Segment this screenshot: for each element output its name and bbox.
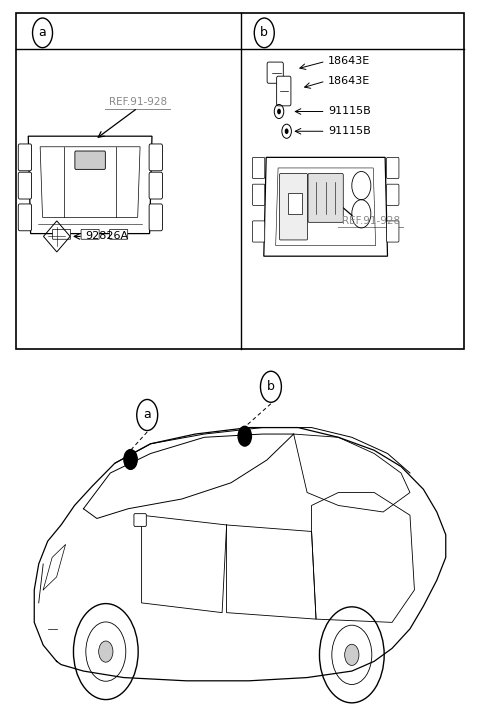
FancyBboxPatch shape	[267, 62, 283, 83]
FancyBboxPatch shape	[149, 144, 162, 171]
FancyBboxPatch shape	[386, 184, 399, 205]
FancyBboxPatch shape	[386, 158, 399, 178]
FancyBboxPatch shape	[279, 174, 308, 240]
FancyBboxPatch shape	[276, 76, 291, 106]
Text: 18643E: 18643E	[328, 76, 370, 86]
Circle shape	[238, 426, 252, 446]
Bar	[16, 13, 464, 349]
Text: b: b	[260, 26, 268, 39]
Text: a: a	[39, 26, 47, 39]
FancyBboxPatch shape	[18, 173, 32, 199]
Text: 91115B: 91115B	[328, 126, 371, 136]
Circle shape	[285, 129, 288, 134]
FancyBboxPatch shape	[18, 204, 32, 231]
Text: 92826A: 92826A	[85, 231, 129, 241]
FancyBboxPatch shape	[288, 192, 302, 214]
Circle shape	[124, 449, 137, 469]
FancyBboxPatch shape	[252, 221, 265, 242]
FancyBboxPatch shape	[252, 158, 265, 178]
FancyBboxPatch shape	[149, 204, 162, 231]
FancyBboxPatch shape	[109, 229, 128, 239]
Circle shape	[345, 644, 359, 665]
FancyBboxPatch shape	[18, 144, 32, 171]
Text: 91115B: 91115B	[328, 106, 371, 116]
FancyBboxPatch shape	[75, 151, 105, 170]
Text: a: a	[144, 408, 151, 422]
Circle shape	[99, 641, 113, 662]
FancyBboxPatch shape	[149, 173, 162, 199]
FancyBboxPatch shape	[134, 513, 146, 526]
Text: REF.91-928: REF.91-928	[342, 216, 400, 226]
FancyBboxPatch shape	[308, 174, 343, 222]
FancyBboxPatch shape	[386, 221, 399, 242]
FancyBboxPatch shape	[81, 229, 99, 239]
Circle shape	[277, 109, 281, 114]
FancyBboxPatch shape	[52, 229, 71, 239]
Text: 18643E: 18643E	[328, 56, 370, 66]
FancyBboxPatch shape	[252, 184, 265, 205]
Text: REF.91-928: REF.91-928	[108, 97, 167, 107]
Text: b: b	[267, 381, 275, 393]
